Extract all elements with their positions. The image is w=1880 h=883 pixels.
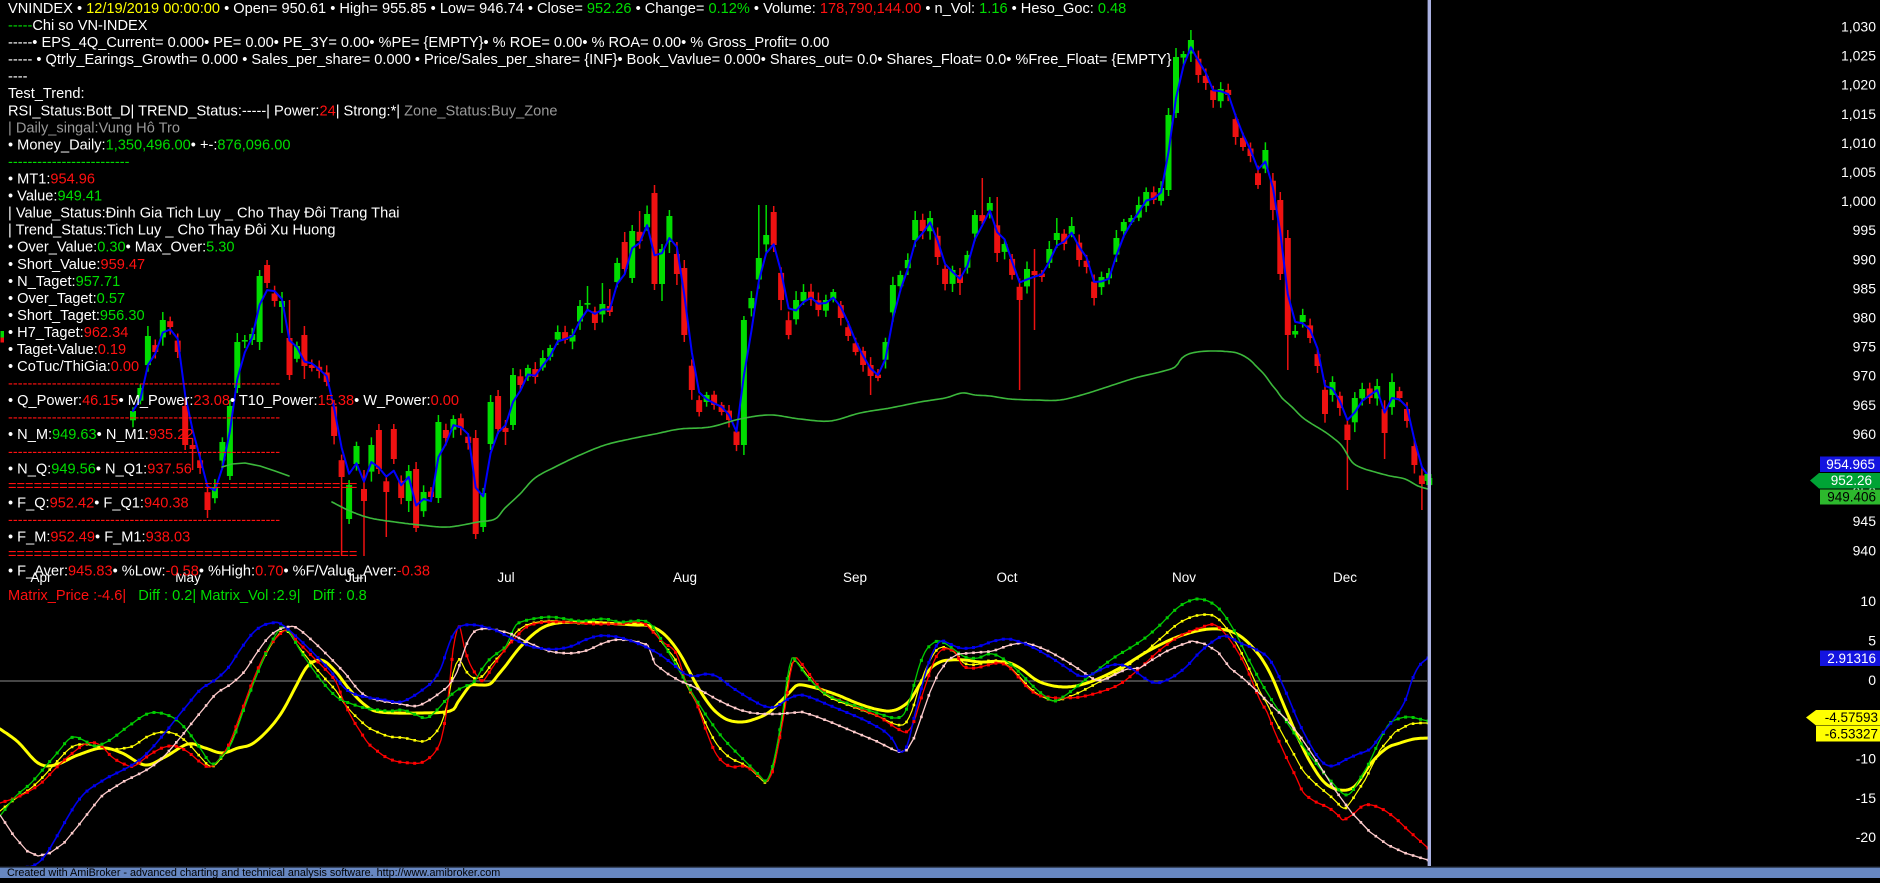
- svg-text:980: 980: [1853, 310, 1877, 326]
- svg-text:May: May: [175, 570, 201, 585]
- svg-text:-10: -10: [1856, 751, 1876, 767]
- svg-text:• N_Q:949.56• N_Q1:937.56: • N_Q:949.56• N_Q1:937.56: [8, 461, 192, 477]
- svg-text:• Taget-Value:0.19: • Taget-Value:0.19: [8, 342, 126, 358]
- svg-text:Test_Trend:: Test_Trend:: [8, 86, 85, 102]
- svg-text:------------------------------: ----------------------------------------…: [8, 376, 280, 392]
- svg-text:990: 990: [1853, 251, 1877, 267]
- svg-text:1,000: 1,000: [1841, 193, 1876, 209]
- svg-text:5: 5: [1868, 632, 1876, 648]
- svg-text:1,005: 1,005: [1841, 164, 1876, 180]
- svg-text:• H7_Taget:962.34: • H7_Taget:962.34: [8, 325, 128, 341]
- svg-text:| Trend_Status:Tich Luy _ Cho: | Trend_Status:Tich Luy _ Cho Thay Đôi X…: [8, 223, 335, 239]
- svg-text:952.26: 952.26: [1831, 473, 1872, 488]
- svg-text:• F_Aver:945.83• %Low:-0.58• %: • F_Aver:945.83• %Low:-0.58• %High:0.70•…: [8, 564, 430, 580]
- svg-text:Sep: Sep: [843, 570, 867, 585]
- svg-text:----- • Qtrly_Earings_Growth=: ----- • Qtrly_Earings_Growth= 0.000 • Sa…: [8, 52, 1172, 68]
- svg-text:• Value:949.41: • Value:949.41: [8, 189, 102, 205]
- svg-text:• N_Taget:957.71: • N_Taget:957.71: [8, 274, 120, 290]
- svg-text:• Q_Power:46.15• M_Power:23.08: • Q_Power:46.15• M_Power:23.08• T10_Powe…: [8, 393, 459, 409]
- svg-text:1,025: 1,025: [1841, 48, 1876, 64]
- svg-text:2.91316: 2.91316: [1827, 651, 1876, 666]
- svg-text:10: 10: [1860, 593, 1876, 609]
- svg-text:• Short_Value:959.47: • Short_Value:959.47: [8, 257, 145, 273]
- svg-text:Created with AmiBroker - advan: Created with AmiBroker - advanced charti…: [7, 867, 500, 878]
- svg-text:-6.53327: -6.53327: [1825, 727, 1878, 742]
- svg-text:-----Chi so VN-INDEX: -----Chi so VN-INDEX: [8, 18, 148, 34]
- svg-text:Dec: Dec: [1333, 570, 1357, 585]
- svg-text:• Short_Taget:956.30: • Short_Taget:956.30: [8, 308, 145, 324]
- svg-text:• N_M:949.63• N_M1:935.22: • N_M:949.63• N_M1:935.22: [8, 427, 193, 443]
- svg-text:Apr: Apr: [30, 570, 52, 585]
- svg-text:==============================: ========================================…: [8, 478, 357, 494]
- svg-text:------------------------------: ----------------------------------------…: [8, 410, 280, 426]
- svg-text:------------------------------: ----------------------------------------…: [8, 444, 280, 460]
- svg-text:RSI_Status:Bott_D| TREND_Statu: RSI_Status:Bott_D| TREND_Status:-----| P…: [8, 103, 557, 119]
- svg-text:Oct: Oct: [996, 570, 1017, 585]
- svg-text:-15: -15: [1856, 790, 1876, 806]
- svg-text:----: ----: [8, 69, 28, 85]
- svg-text:975: 975: [1853, 339, 1877, 355]
- svg-text:0: 0: [1868, 672, 1876, 688]
- svg-text:945: 945: [1853, 513, 1877, 529]
- svg-text:• F_M:952.49• F_M1:938.03: • F_M:952.49• F_M1:938.03: [8, 530, 190, 546]
- svg-text:• Money_Daily:1,350,496.00• +-: • Money_Daily:1,350,496.00• +-:876,096.0…: [8, 137, 290, 153]
- svg-text:954.965: 954.965: [1826, 457, 1875, 472]
- svg-text:VNINDEX • 12/19/2019 00:00:00: VNINDEX • 12/19/2019 00:00:00 • Open= 95…: [8, 1, 1126, 17]
- svg-text:• F_Q:952.42• F_Q1:940.38: • F_Q:952.42• F_Q1:940.38: [8, 496, 189, 512]
- svg-text:Jul: Jul: [497, 570, 514, 585]
- svg-text:-----• EPS_4Q_Current= 0.000•: -----• EPS_4Q_Current= 0.000• PE= 0.00• …: [8, 35, 829, 51]
- svg-text:Jun: Jun: [345, 570, 367, 585]
- svg-text:1,030: 1,030: [1841, 19, 1876, 35]
- svg-text:960: 960: [1853, 426, 1877, 442]
- svg-text:==============================: ========================================…: [8, 547, 357, 563]
- svg-text:------------------------------: ----------------------------------------…: [8, 513, 280, 529]
- svg-text:• Over_Value:0.30• Max_Over:5.: • Over_Value:0.30• Max_Over:5.30: [8, 240, 235, 256]
- svg-text:-20: -20: [1856, 829, 1876, 845]
- svg-text:995: 995: [1853, 222, 1877, 238]
- svg-text:985: 985: [1853, 280, 1877, 296]
- svg-text:| Daily_singal:Vung Hô Tro: | Daily_singal:Vung Hô Tro: [8, 120, 180, 136]
- svg-text:1,020: 1,020: [1841, 77, 1876, 93]
- svg-text:• Over_Taget:0.57: • Over_Taget:0.57: [8, 291, 125, 307]
- svg-text:• CoTuc/ThiGia:0.00: • CoTuc/ThiGia:0.00: [8, 359, 139, 375]
- svg-text:940: 940: [1853, 542, 1877, 558]
- svg-text:-------------------------: -------------------------: [8, 155, 130, 171]
- svg-text:• MT1:954.96: • MT1:954.96: [8, 172, 95, 188]
- svg-text:| Value_Status:Đinh Gia Tich L: | Value_Status:Đinh Gia Tich Luy _ Cho T…: [8, 206, 400, 222]
- svg-text:Matrix_Price :-4.6| Diff : 0: Matrix_Price :-4.6| Diff : 0.2| Matrix_V…: [8, 588, 367, 604]
- svg-text:970: 970: [1853, 368, 1877, 384]
- svg-text:-4.57593: -4.57593: [1825, 710, 1878, 725]
- svg-text:965: 965: [1853, 397, 1877, 413]
- svg-text:1,015: 1,015: [1841, 106, 1876, 122]
- svg-text:1,010: 1,010: [1841, 135, 1876, 151]
- svg-text:Nov: Nov: [1172, 570, 1196, 585]
- svg-text:949.406: 949.406: [1827, 490, 1876, 505]
- svg-text:Aug: Aug: [673, 570, 697, 585]
